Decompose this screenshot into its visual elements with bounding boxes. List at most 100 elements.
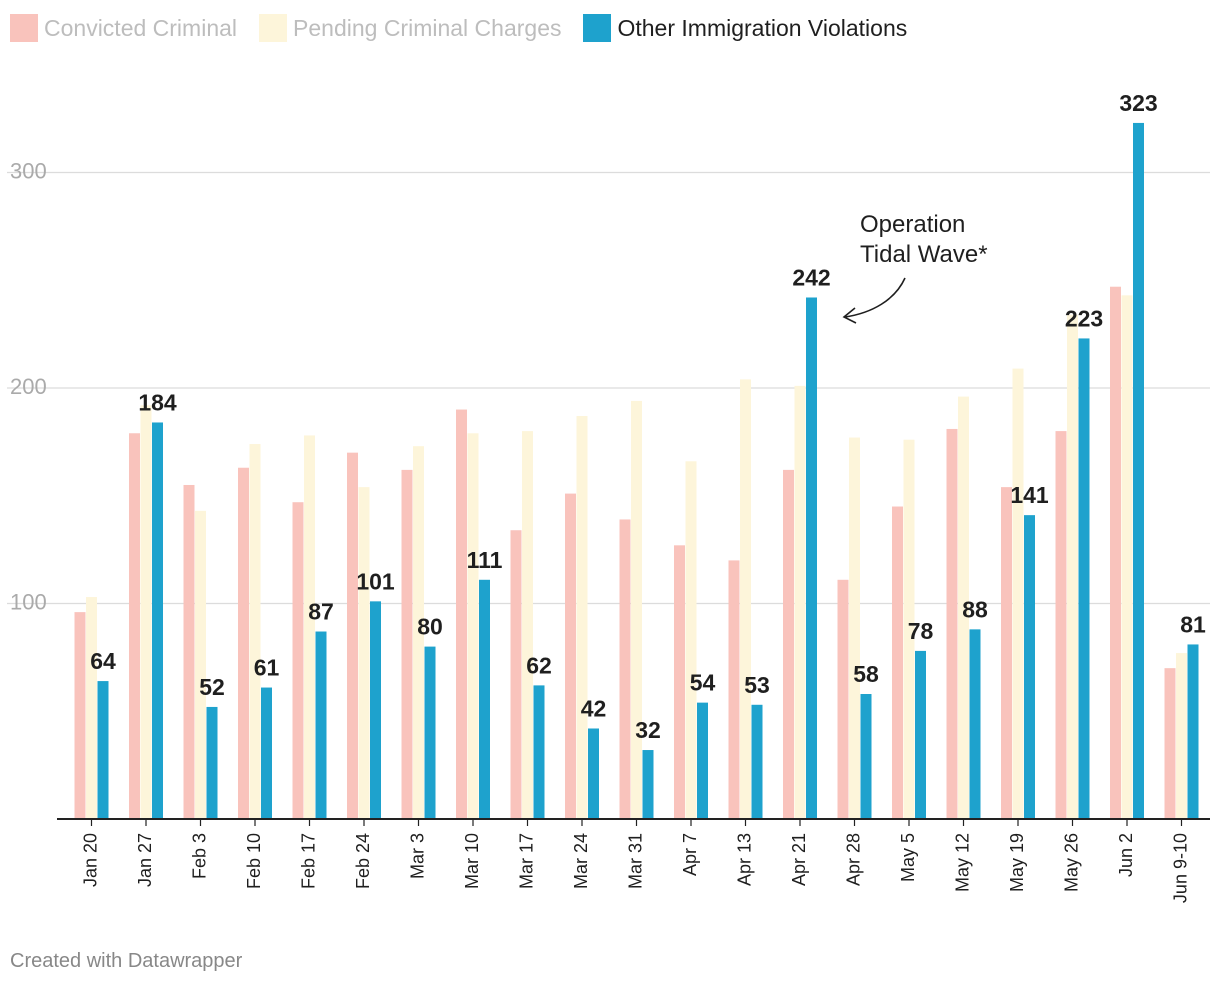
legend-item-convicted-criminal[interactable]: Convicted Criminal: [10, 14, 237, 42]
bar-convicted-19[interactable]: [1110, 286, 1121, 820]
bar-pending-9[interactable]: [576, 416, 588, 819]
value-label-3: 61: [254, 655, 280, 681]
bar-convicted-20[interactable]: [1164, 668, 1176, 819]
bar-other-12[interactable]: [751, 704, 763, 819]
x-tick-label-4: Feb 17: [298, 833, 318, 889]
value-label-7: 111: [467, 547, 503, 573]
bar-convicted-6[interactable]: [401, 469, 413, 819]
bar-convicted-17[interactable]: [1001, 487, 1012, 819]
bar-pending-5[interactable]: [358, 487, 370, 819]
bar-convicted-14[interactable]: [837, 579, 849, 819]
bar-other-10[interactable]: [642, 750, 654, 819]
value-label-4: 87: [308, 599, 334, 625]
bar-other-7[interactable]: [479, 579, 490, 819]
bar-other-15[interactable]: [915, 650, 926, 819]
bar-other-18[interactable]: [1078, 338, 1090, 819]
bar-pending-4[interactable]: [304, 435, 315, 819]
value-label-8: 62: [526, 652, 552, 678]
bar-other-8[interactable]: [533, 685, 545, 819]
bar-pending-2[interactable]: [195, 510, 206, 819]
x-tick-label-16: May 12: [952, 833, 972, 892]
bar-pending-20[interactable]: [1176, 653, 1187, 819]
bar-other-1[interactable]: [152, 422, 163, 819]
bar-other-5[interactable]: [370, 601, 381, 819]
bar-pending-12[interactable]: [740, 379, 751, 819]
bar-convicted-4[interactable]: [292, 502, 304, 819]
bar-pending-13[interactable]: [794, 385, 806, 819]
legend-swatch-other: [583, 14, 612, 42]
bar-convicted-10[interactable]: [619, 519, 631, 819]
legend-item-other-immigration-violations[interactable]: Other Immigration Violations: [583, 14, 907, 42]
bar-pending-8[interactable]: [522, 431, 533, 819]
value-label-17: 141: [1010, 482, 1049, 508]
bar-other-2[interactable]: [206, 706, 218, 819]
bar-pending-0[interactable]: [86, 597, 97, 819]
bar-other-4[interactable]: [315, 631, 327, 819]
bar-other-20[interactable]: [1187, 644, 1199, 819]
value-label-9: 42: [581, 695, 607, 721]
bar-convicted-12[interactable]: [728, 560, 740, 819]
bar-other-19[interactable]: [1133, 122, 1144, 819]
bar-convicted-9[interactable]: [565, 493, 576, 819]
bar-pending-3[interactable]: [249, 444, 261, 819]
bar-convicted-0[interactable]: [74, 612, 86, 819]
value-label-1: 184: [138, 389, 177, 415]
bar-convicted-1[interactable]: [129, 433, 140, 819]
annotation-line-1: Tidal Wave*: [860, 241, 988, 268]
x-tick-label-17: May 19: [1007, 833, 1027, 892]
bar-convicted-15[interactable]: [892, 506, 903, 819]
value-label-0: 64: [90, 648, 116, 674]
bar-other-9[interactable]: [588, 728, 599, 819]
bar-pending-14[interactable]: [849, 437, 860, 819]
bar-convicted-7[interactable]: [456, 409, 467, 819]
bar-pending-1[interactable]: [140, 405, 152, 819]
bar-other-17[interactable]: [1024, 515, 1035, 819]
x-tick-label-3: Feb 10: [244, 833, 264, 889]
bar-convicted-8[interactable]: [510, 530, 522, 819]
bar-other-0[interactable]: [97, 681, 109, 819]
legend-item-pending-criminal-charges[interactable]: Pending Criminal Charges: [259, 14, 561, 42]
x-tick-label-9: Mar 24: [571, 833, 591, 889]
legend-label-pending: Pending Criminal Charges: [293, 14, 562, 41]
x-tick-label-14: Apr 28: [843, 833, 863, 886]
bar-other-16[interactable]: [969, 629, 981, 819]
bar-pending-7[interactable]: [467, 433, 479, 819]
bar-pending-18[interactable]: [1067, 314, 1078, 819]
x-tick-label-1: Jan 27: [135, 833, 155, 887]
x-tick-label-19: Jun 2: [1116, 833, 1136, 877]
bar-convicted-3[interactable]: [238, 467, 249, 819]
bar-pending-10[interactable]: [631, 400, 642, 819]
x-tick-label-20: Jun 9-10: [1170, 833, 1190, 903]
bar-pending-19[interactable]: [1121, 295, 1133, 820]
bar-pending-6[interactable]: [413, 446, 424, 819]
legend-label-convicted: Convicted Criminal: [44, 14, 238, 41]
bar-convicted-11[interactable]: [674, 545, 685, 819]
value-label-13: 242: [792, 264, 830, 290]
y-tick-label-200: 200: [10, 374, 47, 399]
annotation-line-0: Operation: [860, 211, 965, 238]
value-label-19: 323: [1119, 90, 1157, 116]
bar-convicted-18[interactable]: [1055, 431, 1067, 819]
bar-other-11[interactable]: [697, 702, 708, 819]
bar-other-13[interactable]: [806, 297, 817, 819]
bar-convicted-16[interactable]: [946, 428, 958, 819]
bar-convicted-13[interactable]: [783, 469, 794, 819]
value-label-6: 80: [417, 614, 443, 640]
bar-pending-16[interactable]: [958, 396, 969, 819]
footer-credit: Created with Datawrapper: [10, 950, 243, 972]
value-label-18: 223: [1065, 305, 1103, 331]
value-label-20: 81: [1180, 611, 1206, 637]
bar-pending-17[interactable]: [1012, 368, 1024, 819]
bar-other-6[interactable]: [424, 646, 436, 819]
bar-pending-11[interactable]: [685, 461, 697, 819]
x-tick-label-12: Apr 13: [734, 833, 754, 886]
bar-other-3[interactable]: [261, 687, 272, 819]
legend-swatch-pending: [259, 14, 288, 42]
bar-convicted-5[interactable]: [347, 452, 358, 819]
bar-pending-15[interactable]: [903, 439, 915, 819]
bar-other-14[interactable]: [860, 694, 872, 819]
bar-convicted-2[interactable]: [183, 484, 195, 819]
value-label-15: 78: [908, 618, 934, 644]
value-label-11: 54: [690, 670, 716, 696]
